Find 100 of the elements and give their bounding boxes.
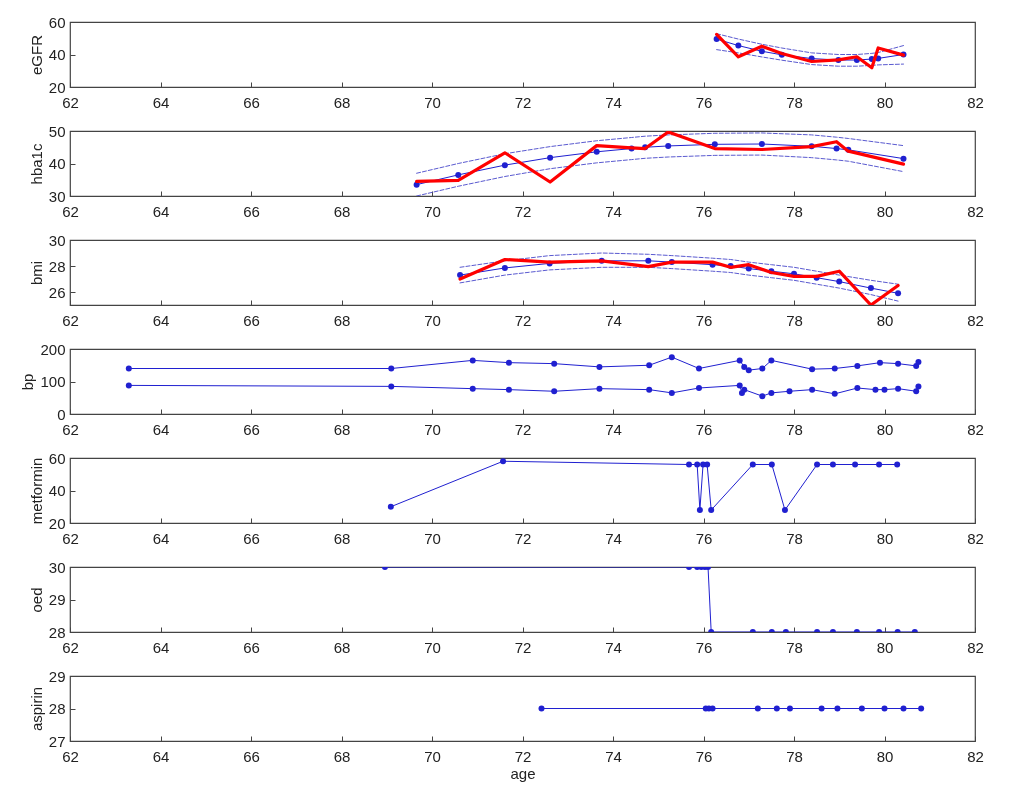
- y-axis-title: bp: [19, 373, 37, 391]
- x-tick-label: 82: [967, 311, 984, 329]
- x-tick-label: 62: [62, 202, 79, 220]
- x-tick-label: 62: [62, 638, 79, 656]
- x-tick-label: 74: [605, 93, 622, 111]
- x-tick-label: 72: [514, 311, 532, 329]
- x-tick-label: 68: [333, 529, 351, 547]
- x-tick-label: 78: [786, 638, 803, 656]
- x-tick-label: 68: [333, 202, 351, 220]
- x-tick-label: 74: [605, 638, 622, 656]
- x-tick-label: 74: [605, 747, 622, 765]
- x-tick-label: 76: [695, 747, 713, 765]
- y-axis-title: eGFR: [27, 34, 45, 76]
- x-tick-label: 66: [243, 638, 260, 656]
- y-axis-title: metformin: [27, 457, 45, 525]
- x-tick-label: 78: [786, 529, 803, 547]
- x-tick-label: 68: [333, 638, 351, 656]
- x-tick-label: 82: [967, 747, 984, 765]
- x-tick-label: 80: [876, 747, 894, 765]
- y-tick-label: 28: [48, 257, 66, 275]
- x-tick-label: 66: [243, 529, 260, 547]
- y-tick-label: 30: [48, 558, 66, 576]
- x-tick-label: 64: [152, 202, 170, 220]
- x-tick-label: 64: [152, 638, 170, 656]
- x-tick-label: 82: [967, 529, 984, 547]
- x-tick-label: 78: [786, 311, 803, 329]
- y-axis-title: oed: [27, 587, 45, 613]
- x-tick-label: 74: [605, 529, 622, 547]
- x-tick-label: 68: [333, 420, 351, 438]
- x-tick-label: 62: [62, 93, 79, 111]
- x-tick-label: 76: [695, 311, 713, 329]
- x-tick-label: 76: [695, 93, 713, 111]
- x-tick-label: 72: [514, 529, 532, 547]
- x-tick-label: 72: [514, 420, 532, 438]
- x-tick-label: 70: [424, 311, 441, 329]
- y-tick-label: 30: [48, 187, 66, 205]
- x-tick-label: 66: [243, 747, 260, 765]
- x-tick-label: 78: [786, 93, 803, 111]
- x-tick-label: 82: [967, 420, 984, 438]
- x-tick-label: 64: [152, 529, 170, 547]
- x-tick-label: 82: [967, 93, 984, 111]
- y-tick-label: 20: [48, 514, 66, 532]
- x-tick-label: 80: [876, 93, 894, 111]
- x-tick-label: 66: [243, 202, 260, 220]
- x-tick-label: 68: [333, 311, 351, 329]
- x-tick-label: 70: [424, 529, 441, 547]
- y-tick-label: 200: [40, 340, 66, 358]
- x-tick-label: 70: [424, 420, 441, 438]
- x-tick-label: 72: [514, 638, 532, 656]
- x-tick-label: 78: [786, 420, 803, 438]
- x-tick-label: 72: [514, 93, 532, 111]
- x-tick-label: 80: [876, 529, 894, 547]
- y-tick-label: 28: [48, 700, 66, 717]
- y-tick-label: 40: [48, 46, 66, 63]
- x-tick-label: 70: [424, 638, 441, 656]
- y-tick-label: 30: [48, 231, 66, 249]
- x-tick-label: 72: [514, 747, 532, 765]
- x-tick-label: 80: [876, 202, 894, 220]
- x-tick-label: 64: [152, 93, 170, 111]
- x-tick-label: 68: [333, 747, 351, 765]
- x-tick-label: 76: [695, 638, 713, 656]
- x-tick-label: 80: [876, 420, 894, 438]
- y-tick-label: 40: [48, 482, 66, 499]
- x-tick-label: 72: [514, 202, 532, 220]
- x-tick-label: 70: [424, 93, 441, 111]
- y-tick-label: 20: [48, 78, 66, 96]
- y-tick-label: 26: [48, 283, 66, 301]
- x-axis-title: age: [510, 764, 536, 782]
- x-tick-label: 62: [62, 420, 79, 438]
- y-tick-label: 29: [48, 591, 66, 608]
- x-tick-label: 76: [695, 202, 713, 220]
- x-tick-label: 70: [424, 747, 441, 765]
- y-tick-label: 60: [48, 449, 66, 467]
- y-axis-title: aspirin: [27, 686, 45, 732]
- x-tick-label: 70: [424, 202, 441, 220]
- x-tick-label: 66: [243, 420, 260, 438]
- x-tick-label: 82: [967, 202, 984, 220]
- y-tick-label: 100: [40, 373, 66, 390]
- x-tick-label: 78: [786, 747, 803, 765]
- x-tick-label: 66: [243, 311, 260, 329]
- x-tick-label: 68: [333, 93, 351, 111]
- x-tick-label: 62: [62, 747, 79, 765]
- y-tick-label: 40: [48, 155, 66, 172]
- y-axis-title: bmi: [27, 260, 45, 286]
- x-tick-label: 74: [605, 311, 622, 329]
- x-tick-label: 80: [876, 638, 894, 656]
- x-tick-label: 78: [786, 202, 803, 220]
- x-tick-label: 66: [243, 93, 260, 111]
- x-tick-label: 80: [876, 311, 894, 329]
- x-tick-label: 64: [152, 311, 170, 329]
- y-tick-label: 50: [48, 122, 66, 140]
- x-tick-label: 64: [152, 420, 170, 438]
- x-tick-label: 62: [62, 529, 79, 547]
- y-tick-label: 29: [48, 667, 66, 685]
- y-tick-label: 0: [57, 405, 66, 423]
- y-tick-label: 60: [48, 13, 66, 31]
- y-tick-label: 28: [48, 623, 66, 641]
- x-tick-label: 74: [605, 420, 622, 438]
- x-tick-label: 74: [605, 202, 622, 220]
- x-tick-label: 76: [695, 420, 713, 438]
